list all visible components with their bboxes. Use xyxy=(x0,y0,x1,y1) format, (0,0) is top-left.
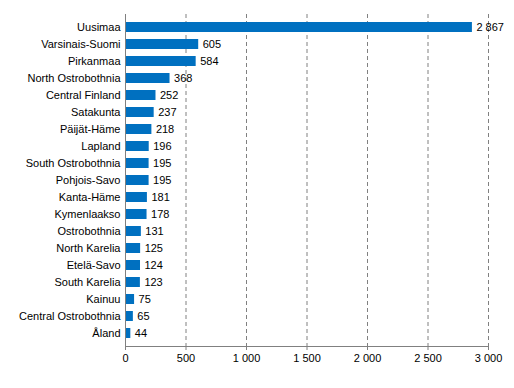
svg-text:0: 0 xyxy=(122,352,128,364)
svg-text:500: 500 xyxy=(177,352,195,364)
svg-text:252: 252 xyxy=(160,89,178,101)
svg-text:South Ostrobothnia: South Ostrobothnia xyxy=(26,157,122,169)
svg-text:123: 123 xyxy=(144,276,162,288)
svg-text:178: 178 xyxy=(151,208,169,220)
svg-text:196: 196 xyxy=(153,140,171,152)
svg-text:2 867: 2 867 xyxy=(476,21,504,33)
svg-text:195: 195 xyxy=(153,157,171,169)
svg-text:131: 131 xyxy=(145,225,163,237)
svg-text:1 500: 1 500 xyxy=(293,352,321,364)
svg-text:Uusimaa: Uusimaa xyxy=(77,21,121,33)
svg-text:2 000: 2 000 xyxy=(354,352,382,364)
svg-text:237: 237 xyxy=(158,106,176,118)
svg-text:44: 44 xyxy=(135,327,147,339)
svg-text:181: 181 xyxy=(151,191,169,203)
svg-text:Pirkanmaa: Pirkanmaa xyxy=(68,55,121,67)
svg-text:South Karelia: South Karelia xyxy=(54,276,121,288)
svg-text:195: 195 xyxy=(153,174,171,186)
svg-text:Central Ostrobothnia: Central Ostrobothnia xyxy=(19,310,121,322)
svg-text:Åland: Åland xyxy=(92,327,120,339)
svg-text:124: 124 xyxy=(145,259,163,271)
svg-text:Varsinais-Suomi: Varsinais-Suomi xyxy=(41,38,120,50)
svg-text:Kymenlaakso: Kymenlaakso xyxy=(54,208,120,220)
svg-text:584: 584 xyxy=(200,55,218,67)
svg-text:Satakunta: Satakunta xyxy=(71,106,121,118)
svg-text:Kanta-Häme: Kanta-Häme xyxy=(59,191,121,203)
svg-text:Central Finland: Central Finland xyxy=(46,89,121,101)
svg-text:North Karelia: North Karelia xyxy=(56,242,121,254)
svg-text:218: 218 xyxy=(156,123,174,135)
svg-text:3 000: 3 000 xyxy=(475,352,503,364)
svg-text:Lapland: Lapland xyxy=(81,140,120,152)
svg-text:65: 65 xyxy=(137,310,149,322)
svg-text:Etelä-Savo: Etelä-Savo xyxy=(67,259,121,271)
svg-text:North Ostrobothnia: North Ostrobothnia xyxy=(28,72,122,84)
svg-text:125: 125 xyxy=(145,242,163,254)
svg-text:Päijät-Häme: Päijät-Häme xyxy=(60,123,121,135)
svg-text:Pohjois-Savo: Pohjois-Savo xyxy=(56,174,121,186)
svg-text:605: 605 xyxy=(203,38,221,50)
svg-text:1 000: 1 000 xyxy=(233,352,261,364)
svg-text:2 500: 2 500 xyxy=(414,352,442,364)
svg-text:Kainuu: Kainuu xyxy=(86,293,120,305)
svg-text:Ostrobothnia: Ostrobothnia xyxy=(58,225,122,237)
svg-text:75: 75 xyxy=(139,293,151,305)
svg-text:368: 368 xyxy=(174,72,192,84)
